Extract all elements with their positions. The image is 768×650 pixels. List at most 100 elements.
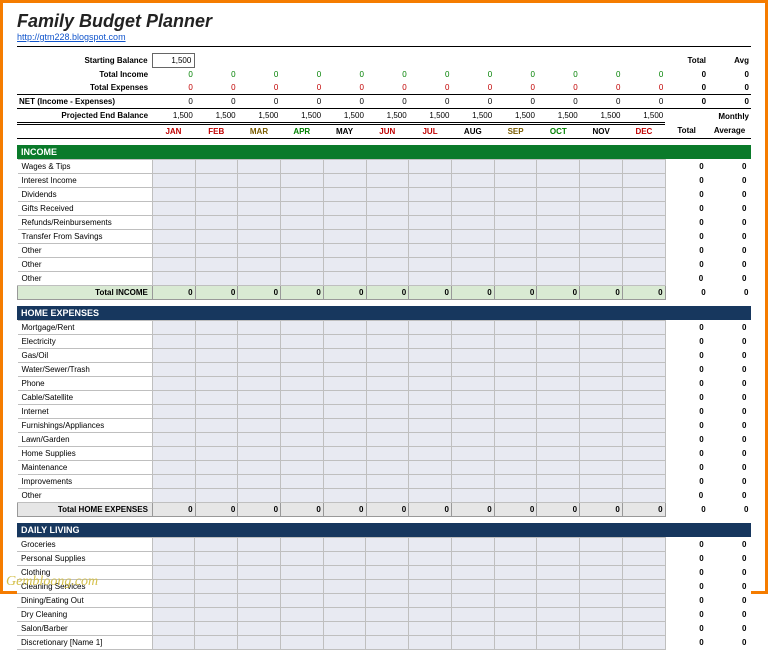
cell[interactable] [451, 160, 494, 174]
cell[interactable] [537, 552, 580, 566]
source-link[interactable]: http://gtm228.blogspot.com [17, 32, 751, 42]
cell[interactable] [366, 349, 409, 363]
cell[interactable] [409, 202, 452, 216]
cell[interactable] [238, 461, 281, 475]
cell[interactable] [409, 461, 452, 475]
cell[interactable] [238, 230, 281, 244]
cell[interactable] [281, 461, 324, 475]
cell[interactable] [537, 377, 580, 391]
cell[interactable] [195, 272, 238, 286]
cell[interactable] [238, 244, 281, 258]
cell[interactable] [580, 335, 623, 349]
cell[interactable] [366, 335, 409, 349]
cell[interactable] [537, 580, 580, 594]
cell[interactable] [494, 202, 537, 216]
cell[interactable] [451, 552, 494, 566]
cell[interactable] [195, 188, 238, 202]
cell[interactable] [494, 608, 537, 622]
cell[interactable] [580, 391, 623, 405]
cell[interactable] [580, 188, 623, 202]
cell[interactable] [537, 160, 580, 174]
cell[interactable] [451, 419, 494, 433]
cell[interactable] [537, 475, 580, 489]
cell[interactable] [494, 552, 537, 566]
cell[interactable] [494, 230, 537, 244]
cell[interactable] [366, 538, 409, 552]
cell[interactable] [622, 552, 665, 566]
starting-balance-value[interactable]: 1,500 [152, 54, 195, 68]
cell[interactable] [366, 566, 409, 580]
cell[interactable] [238, 552, 281, 566]
cell[interactable] [152, 202, 195, 216]
cell[interactable] [580, 230, 623, 244]
cell[interactable] [409, 321, 452, 335]
cell[interactable] [238, 202, 281, 216]
cell[interactable] [323, 188, 366, 202]
cell[interactable] [409, 230, 452, 244]
cell[interactable] [451, 272, 494, 286]
cell[interactable] [537, 608, 580, 622]
cell[interactable] [622, 566, 665, 580]
cell[interactable] [238, 419, 281, 433]
cell[interactable] [238, 160, 281, 174]
cell[interactable] [152, 461, 195, 475]
cell[interactable] [451, 258, 494, 272]
cell[interactable] [366, 447, 409, 461]
cell[interactable] [580, 447, 623, 461]
cell[interactable] [152, 447, 195, 461]
cell[interactable] [280, 580, 323, 594]
cell[interactable] [451, 174, 494, 188]
cell[interactable] [494, 335, 537, 349]
cell[interactable] [238, 594, 281, 608]
cell[interactable] [152, 622, 195, 636]
cell[interactable] [152, 216, 195, 230]
cell[interactable] [537, 538, 580, 552]
cell[interactable] [280, 622, 323, 636]
cell[interactable] [366, 272, 409, 286]
cell[interactable] [195, 258, 238, 272]
cell[interactable] [580, 622, 623, 636]
cell[interactable] [366, 608, 409, 622]
cell[interactable] [494, 419, 537, 433]
cell[interactable] [580, 377, 623, 391]
cell[interactable] [409, 433, 452, 447]
cell[interactable] [622, 538, 665, 552]
cell[interactable] [537, 636, 580, 650]
cell[interactable] [494, 377, 537, 391]
cell[interactable] [281, 363, 324, 377]
cell[interactable] [494, 636, 537, 650]
cell[interactable] [451, 433, 494, 447]
cell[interactable] [494, 566, 537, 580]
cell[interactable] [366, 419, 409, 433]
cell[interactable] [409, 538, 452, 552]
cell[interactable] [451, 363, 494, 377]
cell[interactable] [622, 335, 665, 349]
cell[interactable] [323, 244, 366, 258]
cell[interactable] [238, 622, 281, 636]
cell[interactable] [152, 377, 195, 391]
cell[interactable] [580, 594, 623, 608]
cell[interactable] [451, 447, 494, 461]
cell[interactable] [580, 419, 623, 433]
cell[interactable] [366, 433, 409, 447]
cell[interactable] [238, 475, 281, 489]
cell[interactable] [494, 188, 537, 202]
cell[interactable] [238, 216, 281, 230]
cell[interactable] [580, 608, 623, 622]
cell[interactable] [366, 230, 409, 244]
cell[interactable] [409, 258, 452, 272]
cell[interactable] [238, 188, 281, 202]
cell[interactable] [580, 636, 623, 650]
cell[interactable] [280, 538, 323, 552]
cell[interactable] [537, 405, 580, 419]
cell[interactable] [323, 433, 366, 447]
cell[interactable] [451, 391, 494, 405]
cell[interactable] [409, 405, 452, 419]
cell[interactable] [323, 363, 366, 377]
cell[interactable] [366, 636, 409, 650]
cell[interactable] [537, 433, 580, 447]
cell[interactable] [195, 433, 238, 447]
cell[interactable] [494, 174, 537, 188]
cell[interactable] [366, 258, 409, 272]
cell[interactable] [580, 321, 623, 335]
